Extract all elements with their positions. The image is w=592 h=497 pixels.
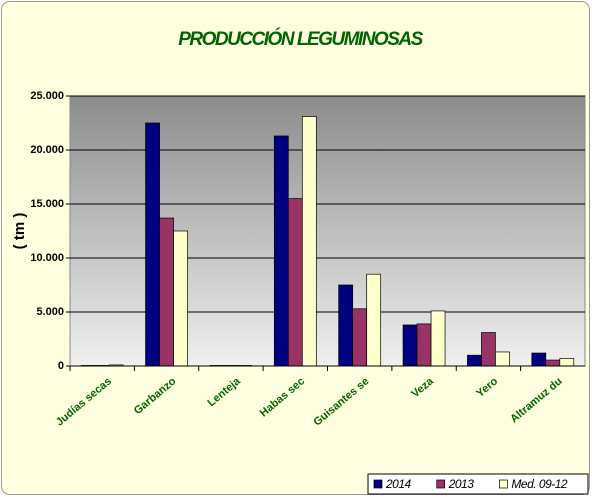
- y-tick-label: 5.000: [36, 306, 64, 318]
- bar: [338, 284, 354, 367]
- bar: [301, 116, 317, 367]
- legend-swatch: [499, 479, 508, 489]
- bar: [545, 359, 561, 367]
- legend-label: 2014: [385, 477, 412, 491]
- bar: [352, 308, 368, 367]
- bar: [467, 354, 482, 367]
- y-tick-label: 0: [58, 360, 64, 372]
- bar: [416, 323, 432, 367]
- bar: [287, 198, 303, 367]
- y-tick-label: 20.000: [30, 144, 64, 156]
- bar: [430, 310, 446, 367]
- bar: [366, 273, 382, 367]
- bar: [559, 358, 575, 367]
- bar: [531, 352, 547, 367]
- bar: [145, 122, 160, 367]
- bar: [495, 351, 510, 367]
- y-tick-label: 25.000: [30, 90, 64, 102]
- legend-label: Med. 09-12: [511, 477, 568, 491]
- bar: [402, 324, 418, 367]
- legend-swatch: [373, 479, 383, 489]
- legend: [367, 473, 589, 495]
- bar: [481, 332, 496, 367]
- y-axis-label: ( tm ): [11, 213, 28, 250]
- legend-label: 2013: [448, 477, 475, 491]
- chart-title: PRODUCCIÓN LEGUMINOSAS: [178, 28, 423, 50]
- legend-swatch: [436, 479, 446, 489]
- bar: [159, 217, 174, 367]
- bar: [273, 135, 289, 367]
- y-tick-label: 15.000: [30, 198, 64, 210]
- bar: [173, 230, 188, 367]
- y-tick-label: 10.000: [30, 252, 64, 264]
